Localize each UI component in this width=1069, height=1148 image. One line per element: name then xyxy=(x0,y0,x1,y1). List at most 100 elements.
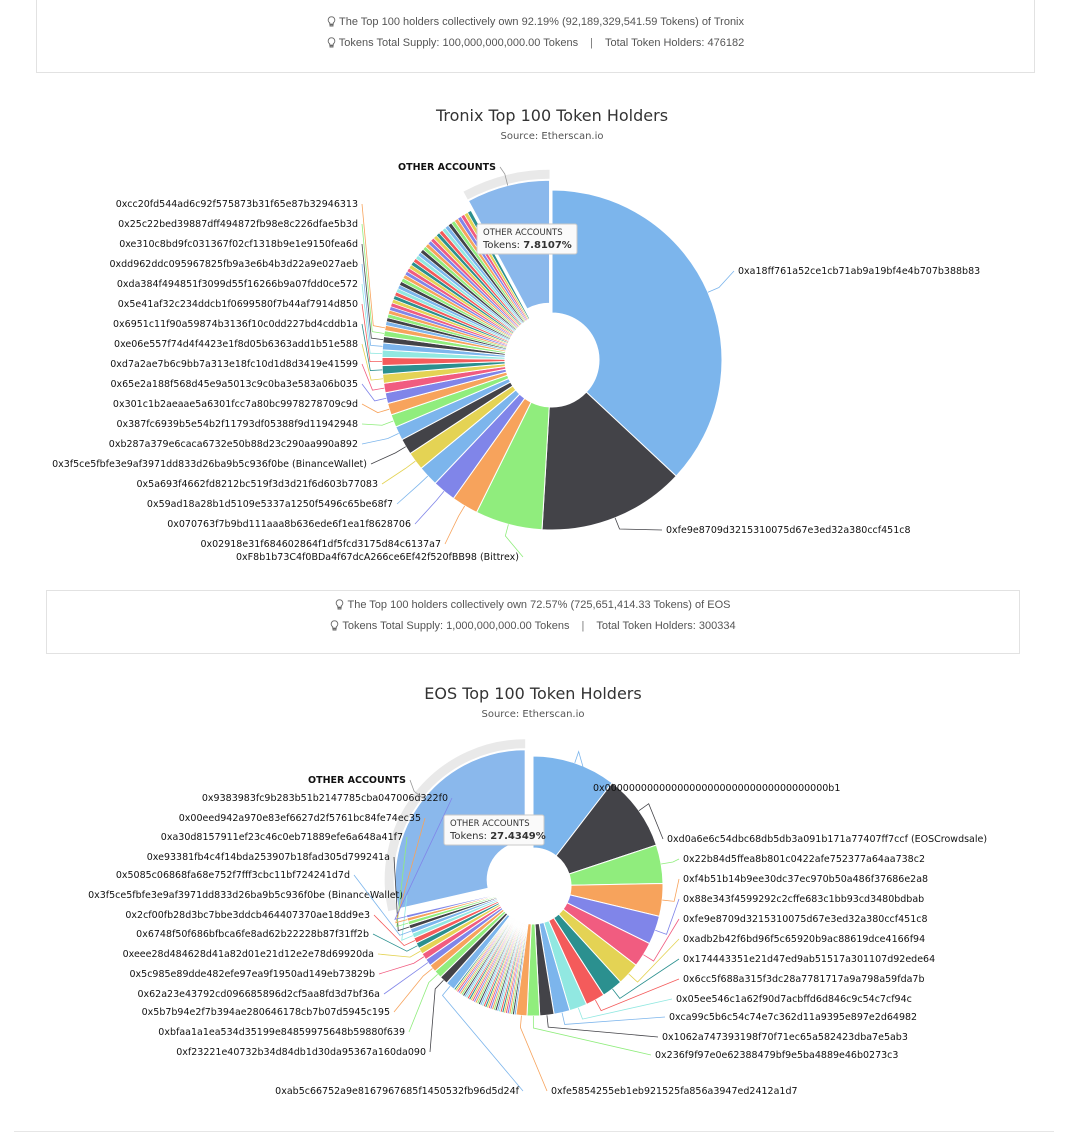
slice-label: 0x22b84d5ffea8b801c0422afe752377a64aa738… xyxy=(683,854,925,865)
separator: | xyxy=(581,619,585,632)
slice-label: 0x0000000000000000000000000000000000000b… xyxy=(593,783,840,794)
connector-line xyxy=(614,517,663,531)
connector-line xyxy=(361,403,390,414)
connector-line xyxy=(444,505,466,545)
tooltip-value: Tokens: 27.4349% xyxy=(449,831,546,842)
slice-label: 0xca99c5b6c54c74e7c362d11a9395e897e2d649… xyxy=(669,1012,917,1023)
slice-label: 0x236f9f97e0e62388479bf9e5ba4889e46b0273… xyxy=(655,1050,898,1061)
connector-line xyxy=(638,803,664,840)
slice-label: 0xda384f494851f3099d55f16266b9a07fdd0ce5… xyxy=(117,279,358,290)
slice-label: 0x3f5ce5fbfe3e9af3971dd833d26ba9b5c936f0… xyxy=(52,459,367,470)
connector-line xyxy=(378,956,425,975)
tooltip-box xyxy=(443,814,545,846)
slice-label: 0x5e41af32c234ddcb1f0699580f7b44af7914d8… xyxy=(118,299,358,310)
slice-label: 0x070763f7b9bd111aaa8b636ede6f1ea1f86287… xyxy=(167,519,411,530)
tronix-holders-share: The Top 100 holders collectively own 92.… xyxy=(338,15,745,28)
slice-label: 0x3f5ce5fbfe3e9af3971dd833d26ba9b5c936f0… xyxy=(88,890,403,901)
connector-line xyxy=(361,343,384,381)
connector-line xyxy=(383,962,429,995)
connector-line xyxy=(361,283,383,355)
connector-line xyxy=(361,263,383,347)
chart-subtitle: Source: Etherscan.io xyxy=(482,709,585,720)
slice-label: 0xeee28d484628d41a82d01e21d12e2e78d69920… xyxy=(123,949,374,960)
slice-label: 0x2cf00fb28d3bc7bbe3ddcb464407370ae18dd9… xyxy=(125,910,370,921)
connector-line xyxy=(519,1015,548,1092)
connector-line xyxy=(661,858,680,865)
slice-label: 0x5a693f4662fd8212bc519f3d3d21f6d603b770… xyxy=(136,479,378,490)
connector-line xyxy=(361,223,385,334)
slice-label: 0xe93381fb4c4f14bda253907b18fad305d79924… xyxy=(147,852,390,863)
connector-line xyxy=(561,1012,666,1025)
slice-label: 0xab5c66752a9e8167967685f1450532fb96d5d2… xyxy=(275,1086,519,1097)
connector-line xyxy=(574,750,590,789)
slice-label: 0x5085c06868fa68e752f7fff3cbc11bf724241d… xyxy=(116,870,350,881)
separator: | xyxy=(590,36,593,49)
slice-label: 0x1062a747393198f70f71ec65a582423dba7e5a… xyxy=(662,1032,908,1043)
pie-slice xyxy=(551,189,723,477)
slice-label: 0xcc20fd544ad6c92f575873b31f65e87b329463… xyxy=(116,199,358,210)
connector-line xyxy=(361,203,386,329)
connector-line xyxy=(395,817,426,924)
connector-line xyxy=(361,303,383,363)
slice-label: 0xfe5854255eb1eb921525fa856a3947ed2412a1… xyxy=(551,1086,798,1097)
slice-label: 0x5b7b94e2f7b394ae280646178cb7b07d5945c1… xyxy=(142,1007,390,1018)
connector-line xyxy=(441,985,524,1092)
slice-label: 0x174443351e21d47ed9ab51517a301107d92ede… xyxy=(683,954,935,965)
connector-line xyxy=(370,446,406,465)
connector-line xyxy=(409,779,424,800)
connector-line xyxy=(504,524,524,558)
tronix-total-supply: Tokens Total Supply: 100,000,000,000.00 … xyxy=(338,36,579,49)
connector-line xyxy=(401,894,414,941)
slice-label: 0x301c1b2aeaae5a6301fcc7a80bc9978278709c… xyxy=(113,399,358,410)
slice-label: 0x88e343f4599292c2cffe683c1bb93cd3480bdb… xyxy=(683,894,924,905)
slice-label: 0xF8b1b73C4f0BDa4f67dcA266ce6Ef42f520fBB… xyxy=(236,552,519,563)
lightbulb-icon xyxy=(327,37,335,48)
connector-line xyxy=(532,1015,652,1056)
slice-label: 0xe06e557f74d4f4423e1f8d05b6363add1b51e5… xyxy=(114,339,358,350)
tooltip-box xyxy=(476,223,578,255)
slice-label: 0xf23221e40732b34d84db1d30da95367a160da0… xyxy=(176,1047,426,1058)
slice-label: 0x6748f50f686bfbca6fe8ad62b22228b87f31ff… xyxy=(136,929,369,940)
divider xyxy=(14,1131,1054,1132)
connector-line xyxy=(381,460,416,485)
slice-label: 0xadb2b42f6bd96f5c65920b9ac88619dce4166f… xyxy=(683,934,925,945)
connector-line xyxy=(546,1015,659,1038)
lightbulb-icon xyxy=(336,599,344,610)
slice-label: 0xa30d8157911ef23c46c0eb71889efe6a648a41… xyxy=(161,832,403,843)
connector-line xyxy=(361,363,385,391)
connector-line xyxy=(414,490,445,525)
connector-line xyxy=(429,979,444,1053)
eos-summary-line: The Top 100 holders collectively own 72.… xyxy=(47,594,1019,615)
connector-line xyxy=(353,874,412,936)
eos-summary-panel: The Top 100 holders collectively own 72.… xyxy=(46,590,1020,654)
connector-line xyxy=(628,938,680,983)
connector-line xyxy=(707,270,735,293)
slice-label: 0x25c22bed39887dff494872fb98e8c226dfae5b… xyxy=(118,219,358,230)
eos-total-holders: Total Token Holders: 300334 xyxy=(596,619,736,632)
tronix-pie-chart[interactable]: Tronix Top 100 Token Holders Source: Ethe… xyxy=(0,90,1069,580)
eos-supply-line: Tokens Total Supply: 1,000,000,000.00 To… xyxy=(47,615,1019,636)
slice-label: 0x00eed942a970e83ef6627d2f5761bc84fe74ec… xyxy=(179,813,421,824)
connector-line xyxy=(393,968,433,1013)
connector-line xyxy=(396,475,429,505)
slice-label: 0xfe9e8709d3215310075d67e3ed32a380ccf451… xyxy=(683,914,928,925)
connector-line xyxy=(577,998,673,1020)
eos-pie-chart[interactable]: EOS Top 100 Token Holders Source: Ethersc… xyxy=(0,670,1069,1125)
eos-total-supply: Tokens Total Supply: 1,000,000,000.00 To… xyxy=(342,619,570,632)
tooltip-value: Tokens: 7.8107% xyxy=(482,240,572,251)
tronix-summary-panel: The Top 100 holders collectively own 92.… xyxy=(36,0,1035,73)
slice-label: 0x9383983fc9b283b51b2147785cba047006d322… xyxy=(202,793,448,804)
slice-label: 0xe310c8bd9fc031367f02cf1318b9e1e9150fea… xyxy=(119,239,358,250)
slice-label: OTHER ACCOUNTS xyxy=(398,162,496,173)
slice-label: 0xa18ff761a52ce1cb71ab9a19bf4e4b707b388b… xyxy=(738,266,980,277)
chart-title: EOS Top 100 Token Holders xyxy=(424,684,641,703)
connector-line xyxy=(373,914,416,947)
connector-line xyxy=(361,383,387,402)
tooltip-name: OTHER ACCOUNTS xyxy=(483,228,563,238)
connector-line xyxy=(396,836,409,928)
slice-label: 0x62a23e43792cd096685896d2cf5aa8fd3d7bf3… xyxy=(137,989,380,1000)
connector-line xyxy=(372,933,418,952)
connector-line xyxy=(499,166,509,186)
lightbulb-icon xyxy=(331,620,339,631)
tooltip-name: OTHER ACCOUNTS xyxy=(450,819,530,829)
